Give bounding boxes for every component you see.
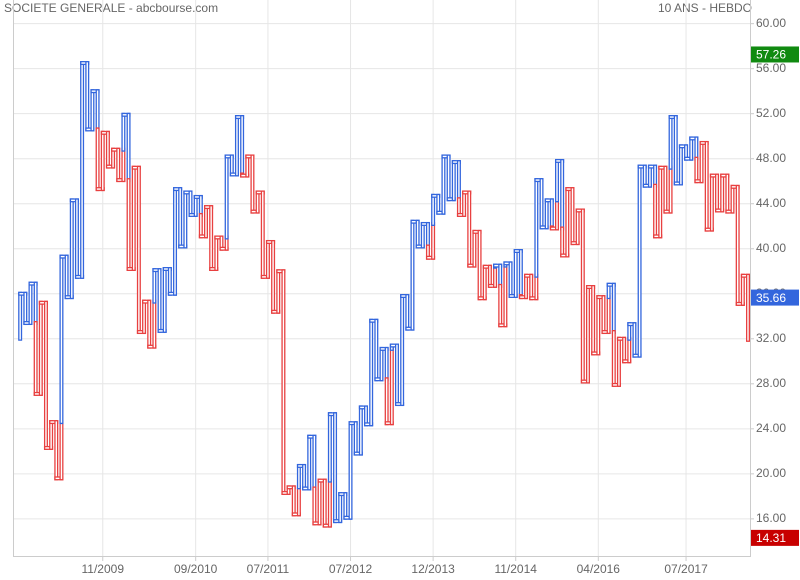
y-tick-label: 24.00 [756,421,786,435]
price-badge [751,529,799,546]
price-badge-label: 35.66 [756,291,786,305]
chart-title: SOCIETE GENERALE - abcbourse.com [4,1,218,15]
x-tick-label: 07/2017 [664,562,708,576]
y-tick-label: 28.00 [756,376,786,390]
y-tick-label: 16.00 [756,511,786,525]
y-tick-label: 32.00 [756,331,786,345]
price-badge [751,46,799,63]
x-tick-label: 11/2014 [494,562,537,576]
y-tick-label: 40.00 [756,241,786,255]
y-tick-label: 48.00 [756,151,786,165]
y-tick-label: 60.00 [756,16,786,30]
x-tick-label: 07/2012 [329,562,373,576]
y-tick-label: 20.00 [756,466,786,480]
x-tick-label: 07/2011 [247,562,290,576]
price-badge-label: 14.31 [756,531,786,545]
price-badge [751,289,799,306]
x-tick-label: 04/2016 [577,562,621,576]
x-tick-label: 12/2013 [411,562,455,576]
price-badge-label: 57.26 [756,48,786,62]
y-tick-label: 52.00 [756,106,786,120]
y-tick-label: 56.00 [756,61,786,75]
x-tick-label: 09/2010 [174,562,218,576]
y-tick-label: 44.00 [756,196,786,210]
x-tick-label: 11/2009 [82,562,125,576]
chart-subtitle: 10 ANS - HEBDO [658,1,752,15]
